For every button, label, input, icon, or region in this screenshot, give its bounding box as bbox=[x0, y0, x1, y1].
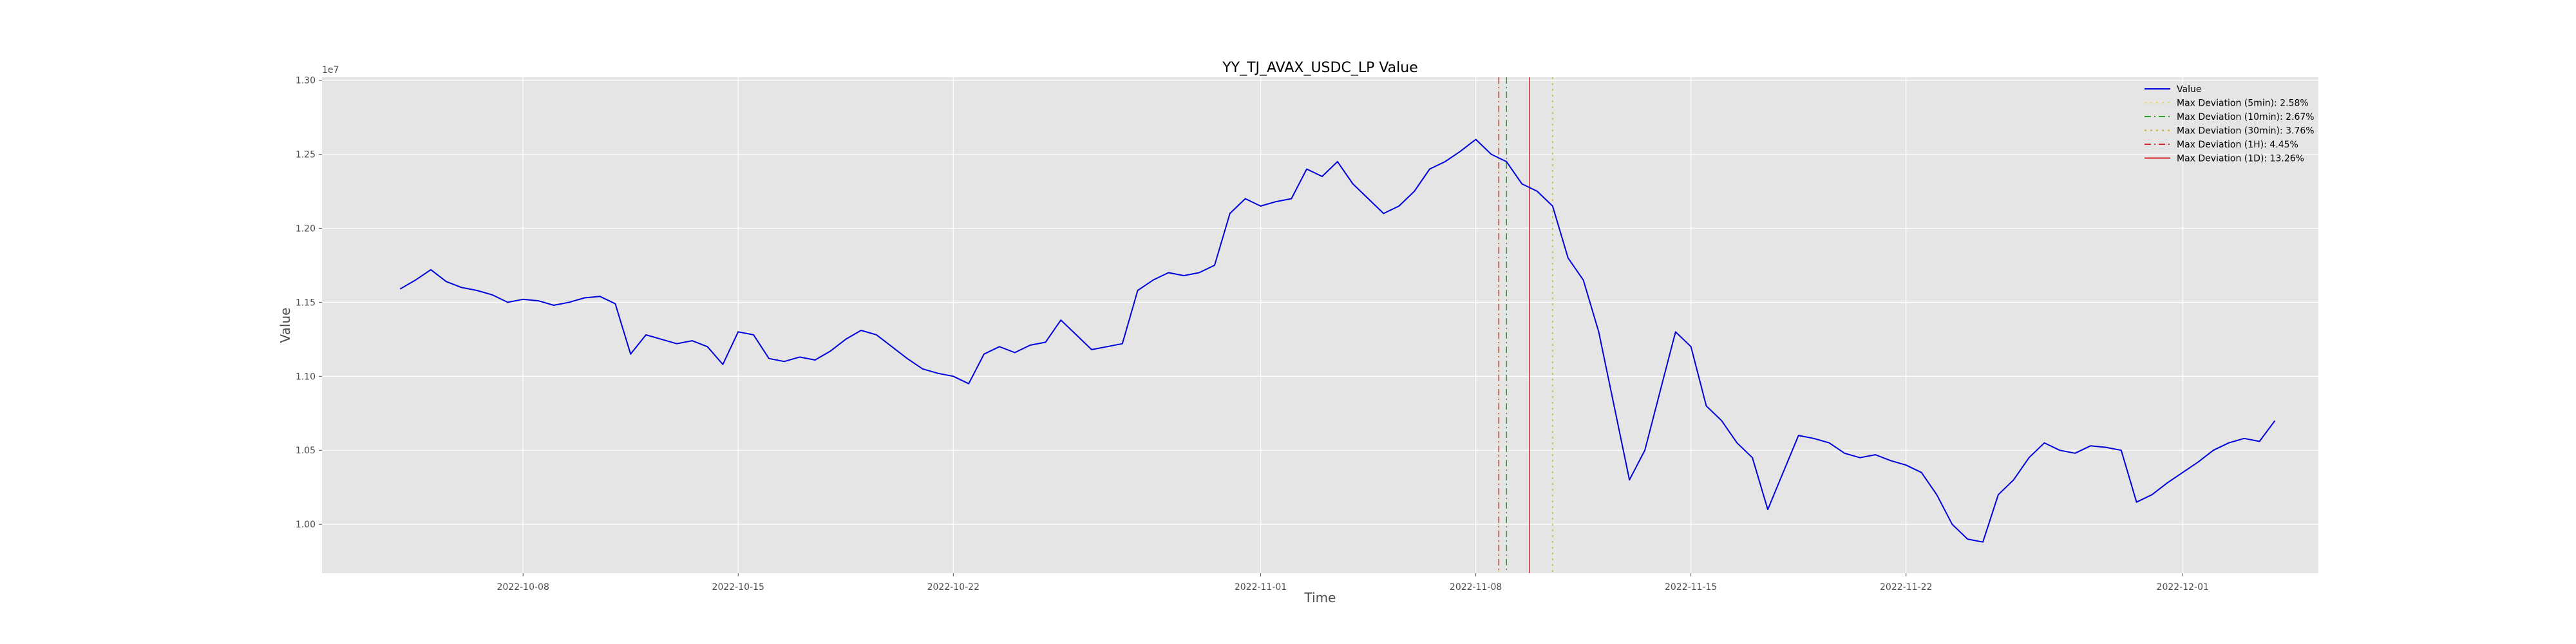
grid-lines bbox=[322, 77, 2318, 573]
legend-label: Max Deviation (30min): 3.76% bbox=[2177, 126, 2315, 137]
y-offset-label: 1e7 bbox=[322, 65, 339, 75]
x-tick-label: 2022-10-15 bbox=[712, 582, 764, 592]
chart-title: YY_TJ_AVAX_USDC_LP Value bbox=[1222, 60, 1418, 76]
legend-label: Max Deviation (1H): 4.45% bbox=[2177, 140, 2298, 150]
x-tick-label: 2022-11-01 bbox=[1235, 582, 1287, 592]
series-line-value bbox=[399, 138, 2276, 543]
y-tick-labels: 1.00 1.05 1.10 1.15 1.20 1.25 1.30 bbox=[296, 76, 322, 530]
x-tick-label: 2022-11-08 bbox=[1450, 582, 1502, 592]
legend-label: Max Deviation (5min): 2.58% bbox=[2177, 99, 2309, 109]
legend-label: Value bbox=[2177, 84, 2201, 95]
legend-label: Max Deviation (1D): 13.26% bbox=[2177, 154, 2304, 164]
legend-label: Max Deviation (10min): 2.67% bbox=[2177, 112, 2315, 122]
deviation-lines bbox=[1498, 77, 1553, 573]
y-tick-label: 1.25 bbox=[296, 150, 316, 160]
x-tick-label: 2022-10-08 bbox=[497, 582, 549, 592]
x-axis-title: Time bbox=[1304, 590, 1336, 605]
x-tick-label: 2022-12-01 bbox=[2157, 582, 2209, 592]
y-tick-label: 1.10 bbox=[296, 372, 316, 382]
series-layer bbox=[399, 138, 2276, 543]
x-tick-labels: 2022-10-08 2022-10-15 2022-10-22 2022-11-01… bbox=[497, 573, 2209, 592]
y-tick-label: 1.00 bbox=[296, 520, 316, 530]
x-tick-label: 2022-10-22 bbox=[927, 582, 980, 592]
x-tick-label: 2022-11-15 bbox=[1665, 582, 1717, 592]
legend: Value Max Deviation (5min): 2.58% Max Devi… bbox=[2145, 84, 2315, 164]
x-tick-label: 2022-11-22 bbox=[1880, 582, 1932, 592]
y-tick-label: 1.20 bbox=[296, 223, 316, 234]
y-tick-label: 1.15 bbox=[296, 298, 316, 308]
y-axis-title: Value bbox=[278, 308, 293, 343]
plot-background bbox=[322, 77, 2318, 573]
y-tick-label: 1.30 bbox=[296, 76, 316, 86]
y-tick-label: 1.05 bbox=[296, 446, 316, 456]
